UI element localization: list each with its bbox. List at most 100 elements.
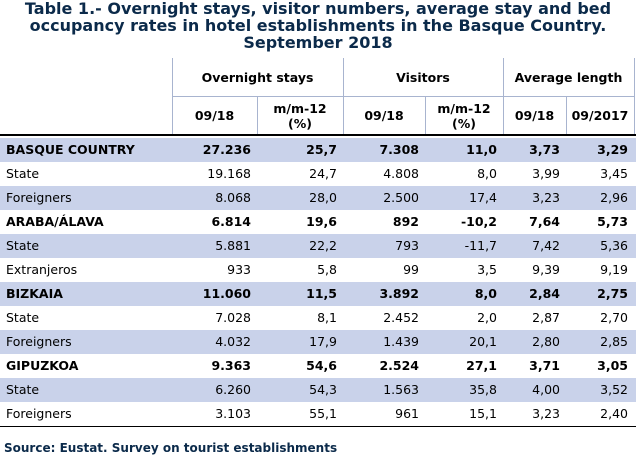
cell-visitors-mm12: 8,0: [474, 286, 497, 301]
cell-avg-0918: 3,71: [529, 358, 560, 373]
header-sub-border: [425, 96, 426, 134]
cell-overnight-0918: 933: [227, 262, 251, 277]
cell-visitors-mm12: -10,2: [460, 214, 497, 229]
cell-overnight-mm12: 54,3: [309, 382, 337, 397]
header-bottom-border: [0, 134, 636, 136]
cell-visitors-mm12: 35,8: [469, 382, 497, 397]
cell-visitors-mm12: 20,1: [469, 334, 497, 349]
row-label: Foreigners: [6, 334, 72, 349]
cell-overnight-0918: 6.814: [211, 214, 251, 229]
cell-overnight-0918: 27.236: [202, 142, 251, 157]
cell-avg-0918: 2,87: [532, 310, 560, 325]
cell-visitors-0918: 2.524: [379, 358, 419, 373]
source-note: Source: Eustat. Survey on tourist establ…: [4, 441, 338, 455]
cell-overnight-0918: 5.881: [215, 238, 251, 253]
cell-visitors-0918: 793: [395, 238, 419, 253]
header-group-border: [503, 58, 504, 134]
row-label: State: [6, 238, 40, 253]
cell-overnight-mm12: 22,2: [309, 238, 337, 253]
sub-header-overnight-0918: 09/18: [172, 97, 257, 134]
cell-avg-0918: 2,84: [529, 286, 560, 301]
row-label: Extranjeros: [6, 262, 78, 277]
sub-header-avg-092017: 09/2017: [566, 97, 634, 134]
row-label: BASQUE COUNTRY: [6, 142, 135, 157]
header-sub-border: [566, 96, 567, 134]
cell-avg-0918: 3,23: [532, 406, 560, 421]
cell-visitors-mm12: -11,7: [464, 238, 497, 253]
cell-avg-0918: 4,00: [532, 382, 560, 397]
cell-overnight-mm12: 11,5: [306, 286, 337, 301]
cell-visitors-0918: 2.452: [383, 310, 419, 325]
cell-visitors-mm12: 27,1: [466, 358, 497, 373]
row-label: State: [6, 382, 40, 397]
cell-avg-0918: 2,80: [532, 334, 560, 349]
cell-avg-092017: 9,19: [600, 262, 628, 277]
table-title: Table 1.- Overnight stays, visitor numbe…: [0, 0, 636, 51]
header-divider: [172, 96, 634, 97]
row-band: [0, 378, 636, 402]
sub-header-visitors-mm12: m/m-12 (%): [425, 97, 503, 134]
cell-overnight-0918: 3.103: [215, 406, 251, 421]
cell-visitors-0918: 3.892: [379, 286, 419, 301]
cell-visitors-0918: 2.500: [383, 190, 419, 205]
row-label: Foreigners: [6, 190, 72, 205]
row-label: Foreigners: [6, 406, 72, 421]
cell-overnight-0918: 9.363: [211, 358, 251, 373]
row-label: BIZKAIA: [6, 286, 63, 301]
cell-visitors-mm12: 2,0: [477, 310, 497, 325]
cell-avg-0918: 3,99: [532, 166, 560, 181]
header-group-border: [343, 58, 344, 134]
row-label: State: [6, 310, 40, 325]
cell-overnight-0918: 6.260: [215, 382, 251, 397]
cell-visitors-mm12: 11,0: [466, 142, 497, 157]
cell-avg-092017: 3,45: [600, 166, 628, 181]
cell-visitors-mm12: 8,0: [477, 166, 497, 181]
group-header-visitors: Visitors: [343, 58, 503, 96]
title-line-2: occupancy rates in hotel establishments …: [29, 16, 607, 35]
cell-avg-092017: 2,70: [600, 310, 628, 325]
cell-overnight-0918: 19.168: [207, 166, 251, 181]
cell-avg-0918: 9,39: [532, 262, 560, 277]
cell-overnight-mm12: 24,7: [309, 166, 337, 181]
title-line-3: September 2018: [243, 33, 393, 52]
cell-avg-092017: 3,52: [600, 382, 628, 397]
row-band: [0, 138, 636, 162]
cell-avg-0918: 7,64: [529, 214, 560, 229]
row-band: [0, 234, 636, 258]
cell-avg-092017: 2,75: [597, 286, 628, 301]
cell-visitors-0918: 1.439: [383, 334, 419, 349]
cell-overnight-0918: 7.028: [215, 310, 251, 325]
cell-overnight-mm12: 28,0: [309, 190, 337, 205]
header-group-border: [634, 58, 635, 134]
cell-overnight-0918: 8.068: [215, 190, 251, 205]
cell-avg-092017: 3,29: [597, 142, 628, 157]
cell-visitors-0918: 4.808: [383, 166, 419, 181]
cell-overnight-mm12: 5,8: [317, 262, 337, 277]
title-line-1: Table 1.- Overnight stays, visitor numbe…: [24, 0, 612, 18]
sub-header-visitors-0918: 09/18: [343, 97, 425, 134]
cell-overnight-mm12: 25,7: [306, 142, 337, 157]
row-band: [0, 330, 636, 354]
cell-overnight-0918: 4.032: [215, 334, 251, 349]
cell-avg-092017: 3,05: [597, 358, 628, 373]
cell-avg-092017: 2,96: [600, 190, 628, 205]
cell-overnight-mm12: 55,1: [309, 406, 337, 421]
row-label: GIPUZKOA: [6, 358, 79, 373]
row-label: State: [6, 166, 40, 181]
cell-avg-0918: 3,73: [529, 142, 560, 157]
sub-header-avg-0918: 09/18: [503, 97, 566, 134]
cell-visitors-0918: 99: [403, 262, 419, 277]
cell-avg-092017: 2,40: [600, 406, 628, 421]
cell-overnight-mm12: 17,9: [309, 334, 337, 349]
cell-overnight-mm12: 54,6: [306, 358, 337, 373]
header-sub-border: [257, 96, 258, 134]
group-header-overnight-stays: Overnight stays: [172, 58, 343, 96]
cell-visitors-0918: 961: [395, 406, 419, 421]
cell-avg-092017: 5,36: [600, 238, 628, 253]
cell-visitors-0918: 1.563: [383, 382, 419, 397]
cell-visitors-mm12: 3,5: [477, 262, 497, 277]
sub-header-overnight-mm12: m/m-12 (%): [257, 97, 343, 134]
cell-avg-0918: 7,42: [532, 238, 560, 253]
cell-avg-0918: 3,23: [532, 190, 560, 205]
cell-avg-092017: 2,85: [600, 334, 628, 349]
